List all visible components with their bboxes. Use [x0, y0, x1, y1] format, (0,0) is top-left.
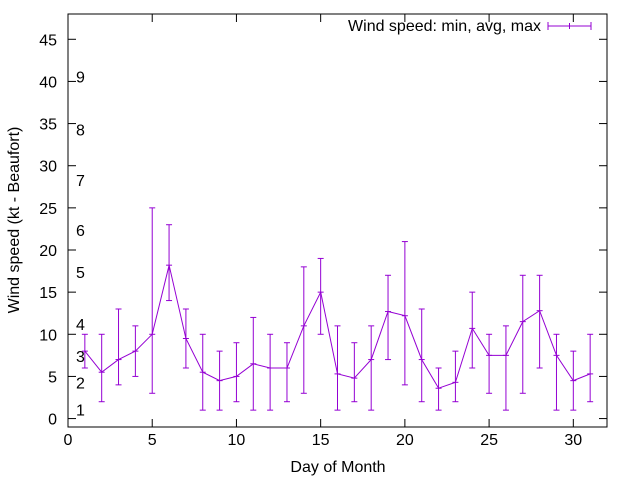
y-tick-label: 45: [39, 32, 57, 49]
x-tick-label: 20: [396, 432, 414, 449]
y-tick-label: 5: [48, 369, 57, 386]
x-tick-label: 0: [64, 432, 73, 449]
beaufort-label: 5: [76, 265, 85, 282]
legend-sample: [547, 22, 592, 30]
y-tick-label: 25: [39, 201, 57, 218]
y-tick-label: 40: [39, 74, 57, 91]
x-tick-label: 25: [480, 432, 498, 449]
beaufort-label: 1: [76, 402, 85, 419]
beaufort-label: 8: [76, 122, 85, 139]
x-tick-label: 10: [228, 432, 246, 449]
x-tick-label: 15: [312, 432, 330, 449]
y-tick-label: 20: [39, 243, 57, 260]
y-tick-label: 30: [39, 159, 57, 176]
x-axis-title: Day of Month: [290, 459, 385, 476]
legend-label: Wind speed: min, avg, max: [348, 18, 541, 35]
y-tick-label: 15: [39, 285, 57, 302]
y-tick-label: 10: [39, 327, 57, 344]
beaufort-label: 9: [76, 69, 85, 86]
plot-frame: [67, 13, 608, 428]
beaufort-label: 4: [76, 317, 85, 334]
beaufort-label: 2: [76, 375, 85, 392]
y-axis-title: Wind speed (kt - Beaufort): [6, 127, 23, 314]
beaufort-label: 7: [76, 173, 85, 190]
beaufort-label: 3: [76, 349, 85, 366]
beaufort-label: 6: [76, 223, 85, 240]
legend: Wind speed: min, avg, max: [348, 18, 592, 35]
y-tick-label: 0: [48, 412, 57, 429]
x-tick-label: 5: [148, 432, 157, 449]
x-tick-label: 30: [564, 432, 582, 449]
y-tick-label: 35: [39, 117, 57, 134]
